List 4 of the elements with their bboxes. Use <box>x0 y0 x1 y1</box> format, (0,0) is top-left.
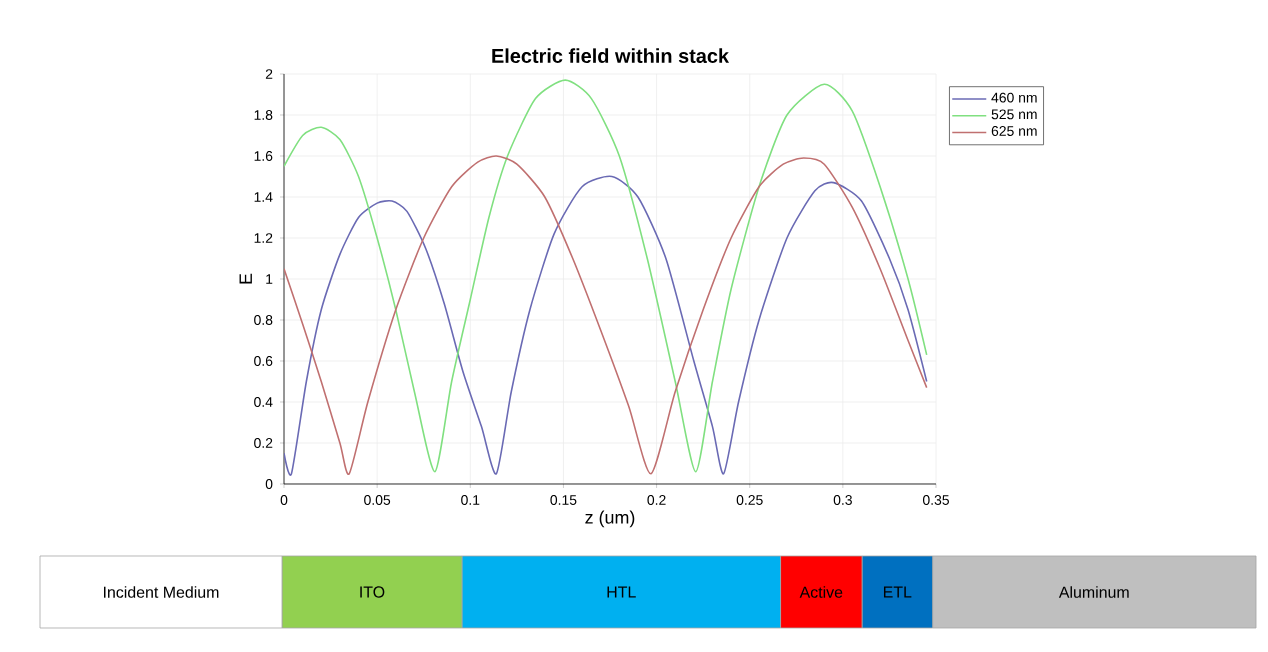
line-series <box>284 79 928 473</box>
y-axis-title: E <box>239 273 252 284</box>
chart-title: Electric field within stack <box>492 48 730 63</box>
x-axis-title: z (um) <box>585 510 635 528</box>
